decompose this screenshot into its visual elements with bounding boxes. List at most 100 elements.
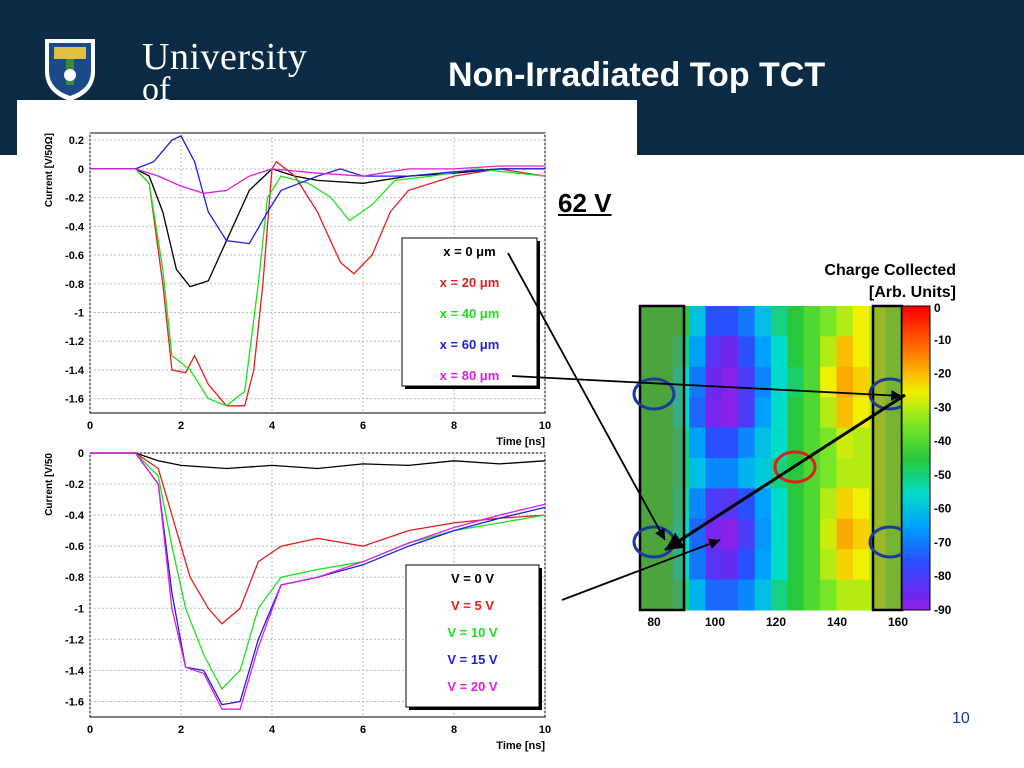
- scale-tick-label: -80: [934, 569, 952, 583]
- color-scale-segment: [902, 333, 930, 337]
- color-scale-segment: [902, 552, 930, 557]
- heatmap-cell: [787, 397, 805, 429]
- heatmap-cell: [705, 549, 723, 581]
- color-scale-segment: [902, 485, 930, 489]
- color-scale-segment: [902, 430, 930, 435]
- y-tick-label: -1.6: [65, 394, 84, 406]
- color-scale-segment: [902, 549, 930, 554]
- hatched-strip: [871, 304, 904, 612]
- color-scale-segment: [902, 505, 930, 510]
- heatmap-cell: [721, 488, 739, 520]
- heatmap-cell: [787, 306, 805, 337]
- color-scale-segment: [902, 528, 930, 533]
- heatmap-cell: [689, 579, 706, 611]
- heatmap-cell: [705, 336, 723, 368]
- heatmap-cell: [852, 488, 870, 520]
- color-scale-segment: [902, 424, 930, 429]
- heatmap-cell: [738, 397, 756, 429]
- heatmap-cell: [836, 366, 854, 398]
- heatmap-cell: [852, 518, 870, 550]
- heatmap-cell: [836, 306, 854, 337]
- heatmap-cell: [689, 336, 706, 368]
- y-axis-label: Current [V/50Ω]: [44, 133, 55, 207]
- heatmap-cell: [738, 579, 756, 611]
- page-number: 10: [952, 710, 970, 727]
- heatmap-cell: [771, 458, 788, 489]
- heatmap-cell: [738, 366, 756, 398]
- y-tick-label: -0.4: [65, 221, 85, 233]
- color-scale-segment: [902, 437, 930, 442]
- color-scale-segment: [902, 349, 930, 354]
- heatmap-cell: [771, 549, 788, 581]
- heatmap-cell: [721, 427, 739, 459]
- series-line: [90, 452, 546, 710]
- legend-entry: V = 15 V: [447, 652, 498, 667]
- y-tick-label: -0.6: [65, 250, 84, 262]
- color-scale-segment: [902, 326, 930, 331]
- x-tick-label: 10: [539, 420, 551, 432]
- color-scale-segment: [902, 403, 930, 408]
- color-scale-segment: [902, 515, 930, 520]
- x-tick-label: 8: [451, 420, 457, 432]
- color-scale-segment: [902, 458, 930, 462]
- color-scale-segment: [902, 397, 930, 402]
- heatmap-cell: [738, 427, 756, 459]
- heatmap-cell: [836, 549, 854, 581]
- heatmap-cell: [689, 397, 706, 429]
- heatmap-cell: [803, 488, 821, 520]
- color-scale-segment: [902, 407, 930, 412]
- legend-entry: x = 40 μm: [440, 306, 500, 321]
- hatched-strip: [638, 304, 686, 612]
- x-axis-label: Time [ns]: [496, 740, 545, 752]
- heatmap-cell: [705, 458, 723, 489]
- heatmap-cell: [738, 549, 756, 581]
- heatmap-cell: [836, 458, 854, 489]
- heatmap-cell: [721, 458, 739, 489]
- heatmap-cell: [754, 306, 772, 337]
- scale-tick-label: -60: [934, 502, 952, 516]
- heatmap-cell: [738, 488, 756, 520]
- series-line: [90, 452, 546, 625]
- heatmap-cell: [820, 549, 837, 581]
- color-scale-segment: [902, 539, 930, 543]
- color-scale-segment: [902, 363, 930, 368]
- color-scale-segment: [902, 329, 930, 334]
- heatmap-cell: [771, 579, 788, 611]
- x-tick-label: 4: [269, 724, 276, 736]
- heatmap-cell: [803, 579, 821, 611]
- color-scale-segment: [902, 488, 930, 493]
- y-tick-label: -1: [74, 603, 84, 615]
- color-scale-segment: [902, 444, 930, 449]
- y-tick-label: 0: [78, 448, 84, 460]
- y-tick-label: -1.4: [65, 665, 85, 677]
- x-tick-label: 10: [539, 724, 551, 736]
- heatmap-cell: [721, 366, 739, 398]
- heatmap-cell: [771, 518, 788, 550]
- heatmap-cell: [820, 336, 837, 368]
- heatmap-cell: [705, 488, 723, 520]
- heatmap-cell: [721, 336, 739, 368]
- heatmap-cell: [803, 306, 821, 337]
- heatmap-cell: [820, 579, 837, 611]
- color-scale-segment: [902, 319, 930, 324]
- heatmap-cell: [689, 488, 706, 520]
- heatmap-cell: [836, 427, 854, 459]
- color-scale-segment: [902, 555, 930, 560]
- color-scale-segment: [902, 508, 930, 513]
- color-scale-segment: [902, 562, 930, 567]
- heatmap-cell: [738, 336, 756, 368]
- heatmap-cell: [754, 366, 772, 398]
- heatmap-cell: [787, 488, 805, 520]
- heatmap-cell: [820, 306, 837, 337]
- color-scale-segment: [902, 525, 930, 530]
- legend-entry: V = 20 V: [447, 679, 498, 694]
- y-tick-label: 0.2: [69, 135, 84, 147]
- series-line: [90, 452, 546, 470]
- color-scale-segment: [902, 501, 930, 506]
- color-scale-segment: [902, 434, 930, 439]
- heatmap-cell: [836, 488, 854, 520]
- heatmap-cell: [689, 306, 706, 337]
- legend-entry: V = 10 V: [447, 625, 498, 640]
- heatmap-cell: [820, 366, 837, 398]
- heatmap-cell: [721, 397, 739, 429]
